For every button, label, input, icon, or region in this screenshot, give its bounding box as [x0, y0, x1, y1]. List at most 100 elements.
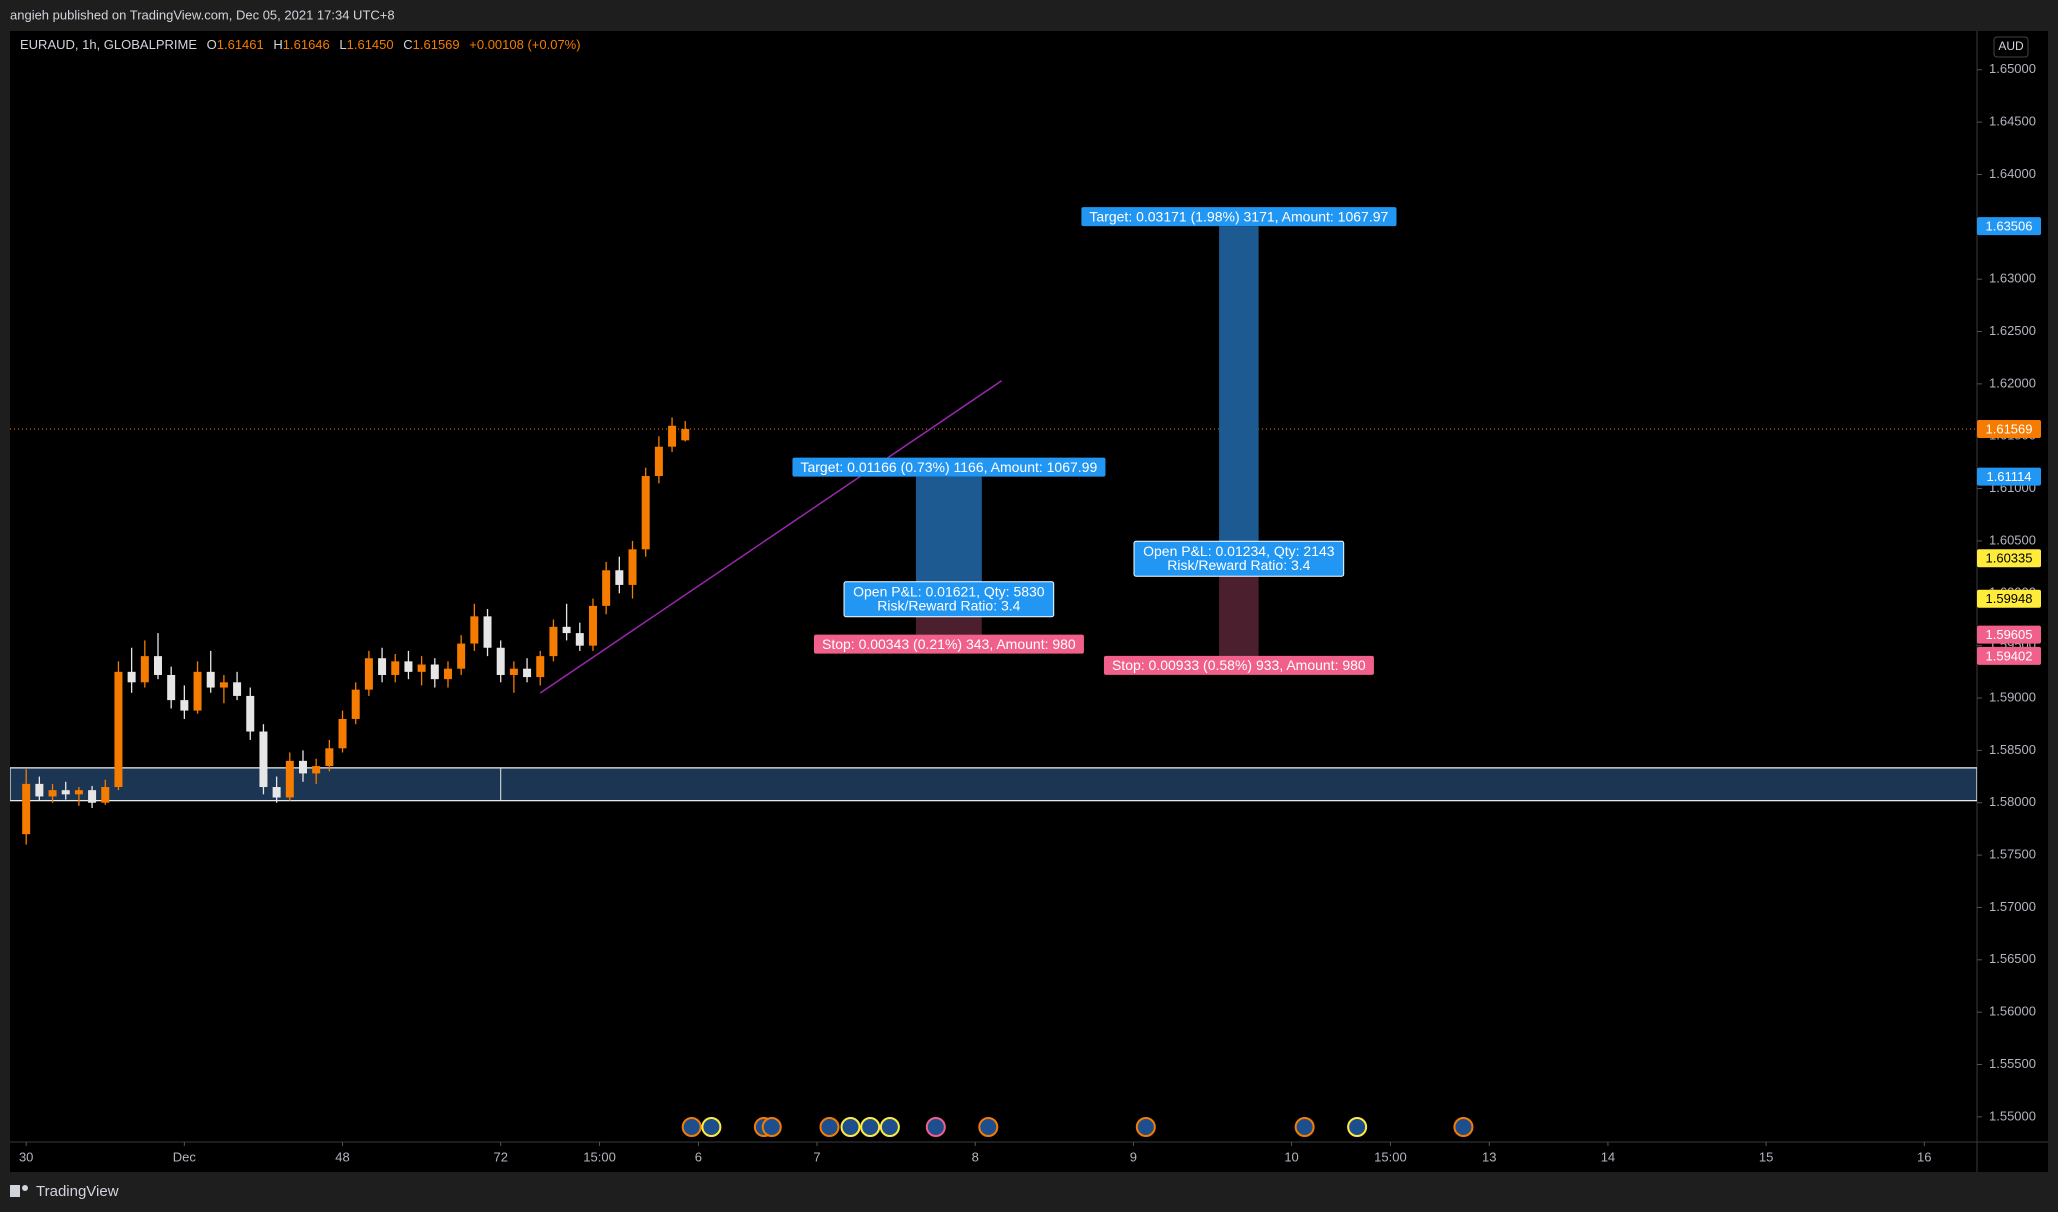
stop-label-label: Stop: 0.00343 (0.21%) 343, Amount: 980: [813, 634, 1084, 654]
stop-label: Stop: 0.00933 (0.58%) 933, Amount: 980: [1112, 657, 1366, 673]
y-tick-label: 1.65000: [1989, 61, 2036, 76]
x-tick-label: Dec: [173, 1149, 197, 1164]
pnl-text: Open P&L: 0.01621, Qty: 5830: [853, 583, 1045, 599]
price-badge: [1977, 549, 2041, 568]
price-badge: [1977, 467, 2041, 486]
event-icon: [681, 1117, 702, 1137]
target-zone: [1219, 226, 1259, 559]
candle-body: [325, 748, 334, 767]
ohlc-key: C: [403, 37, 412, 52]
x-tick-label: 7: [813, 1149, 820, 1164]
candle-body: [219, 682, 228, 688]
event-icon: [879, 1117, 900, 1137]
footer-logo: TradingView: [10, 1183, 119, 1200]
candle-body: [681, 429, 690, 441]
candle-body: [35, 783, 44, 797]
candle-body: [562, 626, 571, 634]
stop-label-bg: [813, 634, 1084, 654]
candle-body: [470, 616, 479, 644]
candle-body: [549, 626, 558, 657]
stop-label: Stop: 0.00343 (0.21%) 343, Amount: 980: [822, 636, 1076, 652]
event-icon: [978, 1117, 999, 1137]
candle-body: [668, 425, 677, 447]
y-tick-label: 1.63000: [1989, 271, 2036, 286]
candle-body: [153, 656, 162, 675]
trend-line: [539, 380, 1003, 694]
candle-body: [588, 605, 597, 646]
currency: AUD: [1998, 39, 2024, 53]
target-label-label: Target: 0.01166 (0.73%) 1166, Amount: 10…: [792, 457, 1106, 477]
candle-body: [575, 633, 584, 646]
candle-body: [496, 647, 505, 675]
event-icon: [840, 1117, 861, 1137]
candle-body: [654, 446, 663, 477]
y-tick-label: 1.62500: [1989, 323, 2036, 338]
candle-body: [259, 731, 268, 788]
x-tick-label: 16: [1917, 1149, 1931, 1164]
candle-body: [536, 656, 545, 678]
x-tick-label: 6: [695, 1149, 702, 1164]
target-label: Target: 0.01166 (0.73%) 1166, Amount: 10…: [800, 459, 1097, 475]
pnl-bg: [1133, 540, 1345, 577]
price-badge-label: 1.63506: [1986, 219, 2033, 234]
candle-body: [74, 790, 83, 795]
plot: [10, 380, 1977, 845]
candle-body: [193, 671, 202, 711]
legend: EURAUD, 1h, GLOBALPRIME O1.61461 H1.6164…: [20, 37, 581, 52]
candle-body: [114, 671, 123, 788]
candle-body: [206, 671, 215, 688]
event-icon: [701, 1117, 722, 1137]
ohlc-key: O: [207, 37, 217, 52]
ohlc-value: 1.61450: [347, 37, 394, 52]
x-tick-label: 15:00: [1374, 1149, 1407, 1164]
ohlc-key: L: [339, 37, 346, 52]
ohlc-value: 1.61646: [283, 37, 330, 52]
candle-body: [430, 664, 439, 680]
event-icon: [925, 1117, 946, 1137]
currency-box: [1993, 36, 2029, 58]
target-label: Target: 0.03171 (1.98%) 3171, Amount: 10…: [1089, 208, 1388, 224]
candle-body: [233, 682, 242, 696]
target-label-bg: [1081, 207, 1397, 227]
target-label-label: Target: 0.03171 (1.98%) 3171, Amount: 10…: [1081, 207, 1397, 227]
candle-body: [615, 570, 624, 585]
stop-label-label: Stop: 0.00933 (0.58%) 933, Amount: 980: [1103, 655, 1374, 675]
x-tick-label: 9: [1130, 1149, 1137, 1164]
candle-body: [443, 668, 452, 680]
price-badge-label: 1.61569: [1986, 421, 2033, 436]
event-icon: [1294, 1117, 1315, 1137]
price-badge: [1977, 625, 2041, 644]
candle-body: [140, 656, 149, 683]
pnl-label: Open P&L: 0.01621, Qty: 5830Risk/Reward …: [843, 581, 1055, 618]
event-icon: [860, 1117, 881, 1137]
candle-body: [167, 674, 176, 701]
candle-body: [509, 668, 518, 675]
y-tick-label: 1.62000: [1989, 375, 2036, 390]
candle-body: [22, 783, 31, 835]
stop-label-bg: [1103, 655, 1374, 675]
ohlc-value: 1.61461: [217, 37, 264, 52]
logo-mark: [10, 1185, 20, 1197]
x-tick-label: 72: [493, 1149, 507, 1164]
y-tick-label: 1.57000: [1989, 899, 2036, 914]
x-tick-label: 15: [1759, 1149, 1773, 1164]
y-tick-label: 1.58500: [1989, 742, 2036, 757]
target-zone: [915, 476, 982, 599]
rr-text: Risk/Reward Ratio: 3.4: [877, 597, 1020, 613]
price-badge-label: 1.59402: [1986, 648, 2033, 663]
candle-body: [312, 766, 321, 774]
price-badge-label: 1.61114: [1986, 469, 2031, 484]
x-tick-label: 30: [19, 1149, 33, 1164]
x-tick-label: 48: [335, 1149, 349, 1164]
x-tick-label: 10: [1284, 1149, 1298, 1164]
price-badge: [1977, 420, 2041, 439]
candle-body: [457, 643, 466, 669]
rr-text: Risk/Reward Ratio: 3.4: [1167, 557, 1310, 573]
candle-body: [404, 661, 413, 672]
logo-mark: [22, 1185, 28, 1191]
candle-body: [391, 661, 400, 675]
y-tick-label: 1.59000: [1989, 689, 2036, 704]
price-badge-label: 1.60335: [1986, 551, 2033, 566]
price-badge: [1977, 217, 2041, 236]
